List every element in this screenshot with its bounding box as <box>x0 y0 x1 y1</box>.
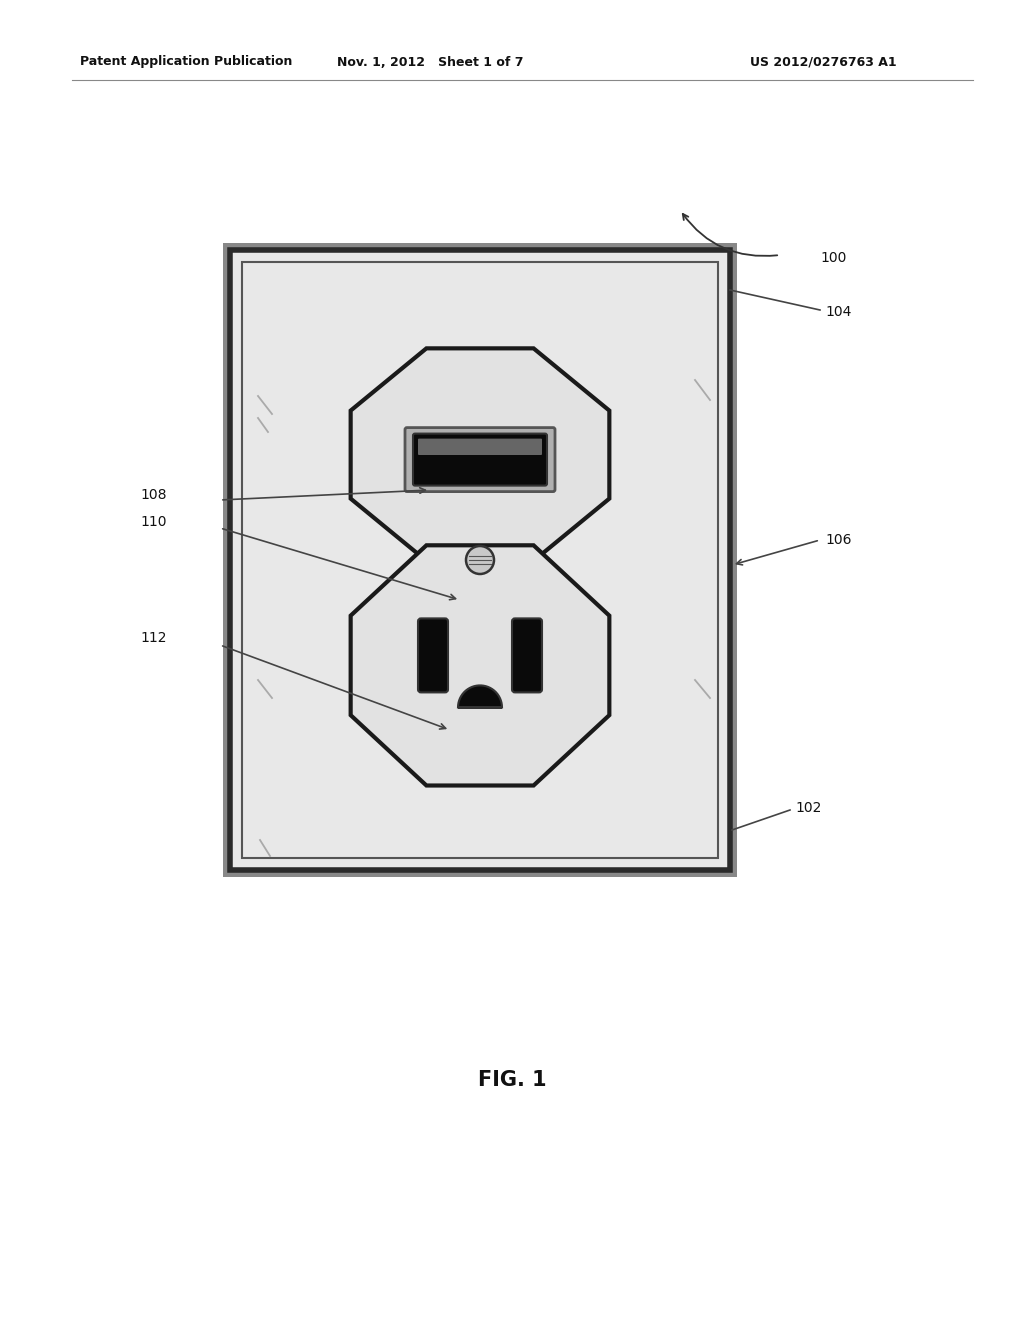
Polygon shape <box>350 348 609 561</box>
Text: 106: 106 <box>825 533 852 546</box>
Text: 112: 112 <box>140 631 167 645</box>
FancyBboxPatch shape <box>418 618 449 693</box>
FancyBboxPatch shape <box>406 428 555 491</box>
Polygon shape <box>350 545 609 785</box>
Text: Patent Application Publication: Patent Application Publication <box>80 55 293 69</box>
FancyBboxPatch shape <box>512 618 542 693</box>
Text: Nov. 1, 2012   Sheet 1 of 7: Nov. 1, 2012 Sheet 1 of 7 <box>337 55 523 69</box>
Text: US 2012/0276763 A1: US 2012/0276763 A1 <box>750 55 897 69</box>
FancyBboxPatch shape <box>418 438 542 455</box>
Text: 102: 102 <box>795 801 821 814</box>
Text: 108: 108 <box>140 488 167 502</box>
FancyBboxPatch shape <box>413 433 547 486</box>
Text: 110: 110 <box>140 515 167 529</box>
Text: 100: 100 <box>820 251 847 265</box>
Text: FIG. 1: FIG. 1 <box>477 1071 547 1090</box>
Text: 104: 104 <box>825 305 851 319</box>
Polygon shape <box>458 685 502 708</box>
FancyBboxPatch shape <box>230 249 730 870</box>
Circle shape <box>466 546 494 574</box>
FancyBboxPatch shape <box>223 243 737 876</box>
